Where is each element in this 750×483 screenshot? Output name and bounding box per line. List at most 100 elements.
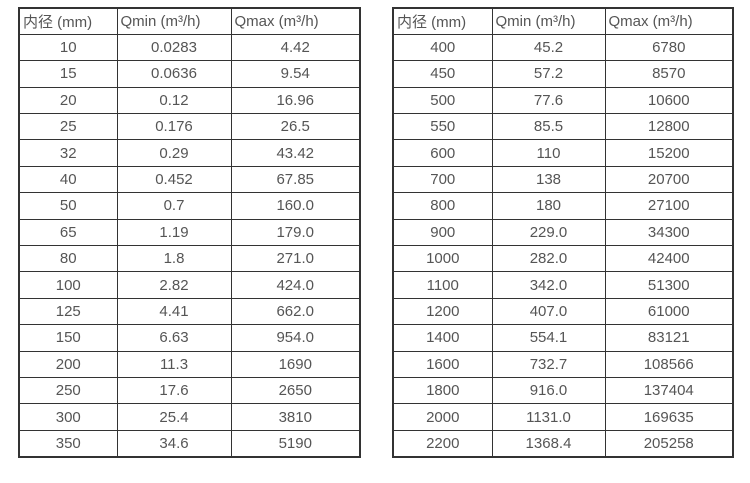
table-row: 15 0.0636 9.54 — [18, 60, 361, 88]
column-header-qmin: Qmin (m³/h) — [116, 7, 232, 35]
table-cell: 4.41 — [116, 297, 232, 326]
table-header-row: 内径 (mm) Qmin (m³/h) Qmax (m³/h) — [392, 7, 734, 35]
table-cell: 732.7 — [491, 350, 606, 378]
table-row: 1100 342.0 51300 — [392, 271, 734, 299]
table-cell: 6.63 — [116, 324, 232, 352]
table-cell: 27100 — [604, 192, 734, 220]
table-cell: 110 — [491, 139, 606, 167]
table-cell: 12800 — [604, 113, 734, 141]
table-cell: 6780 — [604, 33, 734, 62]
table-row: 50 0.7 160.0 — [18, 192, 361, 220]
table-row: 2000 1131.0 169635 — [392, 403, 734, 431]
table-cell: 2.82 — [116, 271, 232, 299]
table-cell: 1368.4 — [491, 429, 606, 458]
table-row: 250 17.6 2650 — [18, 376, 361, 405]
table-cell: 662.0 — [230, 297, 361, 326]
table-cell: 67.85 — [230, 165, 361, 194]
table-row: 20 0.12 16.96 — [18, 86, 361, 115]
table-cell: 179.0 — [230, 218, 361, 247]
table-cell: 125 — [18, 297, 118, 326]
table-row: 450 57.2 8570 — [392, 60, 734, 88]
table-cell: 83121 — [604, 324, 734, 352]
table-cell: 2000 — [392, 403, 493, 431]
table-cell: 1400 — [392, 324, 493, 352]
table-cell: 2200 — [392, 429, 493, 458]
table-cell: 50 — [18, 192, 118, 220]
table-cell: 9.54 — [230, 60, 361, 88]
table-cell: 2650 — [230, 376, 361, 405]
table-cell: 40 — [18, 165, 118, 194]
table-cell: 1.8 — [116, 245, 232, 273]
table-cell: 500 — [392, 86, 493, 115]
table-cell: 0.0283 — [116, 33, 232, 62]
table-cell: 250 — [18, 376, 118, 405]
table-cell: 0.176 — [116, 113, 232, 141]
table-header-row: 内径 (mm) Qmin (m³/h) Qmax (m³/h) — [18, 7, 361, 35]
table-row: 400 45.2 6780 — [392, 33, 734, 62]
table-cell: 1100 — [392, 271, 493, 299]
table-cell: 229.0 — [491, 218, 606, 247]
table-row: 550 85.5 12800 — [392, 113, 734, 141]
column-header-diameter: 内径 (mm) — [18, 7, 118, 35]
table-cell: 15 — [18, 60, 118, 88]
table-cell: 85.5 — [491, 113, 606, 141]
table-cell: 554.1 — [491, 324, 606, 352]
table-cell: 57.2 — [491, 60, 606, 88]
table-cell: 3810 — [230, 403, 361, 431]
table-cell: 61000 — [604, 297, 734, 326]
table-cell: 15200 — [604, 139, 734, 167]
table-row: 100 2.82 424.0 — [18, 271, 361, 299]
table-row: 500 77.6 10600 — [392, 86, 734, 115]
table-cell: 0.29 — [116, 139, 232, 167]
table-cell: 10600 — [604, 86, 734, 115]
table-row: 1400 554.1 83121 — [392, 324, 734, 352]
table-cell: 25.4 — [116, 403, 232, 431]
table-cell: 407.0 — [491, 297, 606, 326]
table-cell: 1.19 — [116, 218, 232, 247]
flow-spec-table-large-diameters: 内径 (mm) Qmin (m³/h) Qmax (m³/h) 400 45.2 6… — [392, 7, 734, 458]
table-row: 65 1.19 179.0 — [18, 218, 361, 247]
table-cell: 600 — [392, 139, 493, 167]
table-cell: 1690 — [230, 350, 361, 378]
table-row: 150 6.63 954.0 — [18, 324, 361, 352]
table-row: 1800 916.0 137404 — [392, 376, 734, 405]
table-cell: 205258 — [604, 429, 734, 458]
table-row: 32 0.29 43.42 — [18, 139, 361, 167]
flow-spec-table-small-diameters: 内径 (mm) Qmin (m³/h) Qmax (m³/h) 10 0.0283… — [18, 7, 361, 458]
table-row: 800 180 27100 — [392, 192, 734, 220]
table-cell: 80 — [18, 245, 118, 273]
table-cell: 150 — [18, 324, 118, 352]
table-cell: 700 — [392, 165, 493, 194]
table-cell: 20 — [18, 86, 118, 115]
table-row: 40 0.452 67.85 — [18, 165, 361, 194]
table-cell: 916.0 — [491, 376, 606, 405]
table-cell: 1200 — [392, 297, 493, 326]
column-header-qmin: Qmin (m³/h) — [491, 7, 606, 35]
table-body: 10 0.0283 4.42 15 0.0636 9.54 20 0.12 16.96 25 0.1… — [18, 33, 361, 458]
table-row: 25 0.176 26.5 — [18, 113, 361, 141]
table-cell: 424.0 — [230, 271, 361, 299]
table-cell: 34300 — [604, 218, 734, 247]
table-cell: 350 — [18, 429, 118, 458]
table-cell: 160.0 — [230, 192, 361, 220]
table-cell: 169635 — [604, 403, 734, 431]
table-cell: 1131.0 — [491, 403, 606, 431]
table-cell: 100 — [18, 271, 118, 299]
table-cell: 25 — [18, 113, 118, 141]
table-cell: 180 — [491, 192, 606, 220]
table-row: 200 11.3 1690 — [18, 350, 361, 378]
table-cell: 282.0 — [491, 245, 606, 273]
table-cell: 1000 — [392, 245, 493, 273]
table-row: 350 34.6 5190 — [18, 429, 361, 458]
table-cell: 342.0 — [491, 271, 606, 299]
table-cell: 800 — [392, 192, 493, 220]
table-row: 1000 282.0 42400 — [392, 245, 734, 273]
table-cell: 11.3 — [116, 350, 232, 378]
table-row: 700 138 20700 — [392, 165, 734, 194]
table-cell: 0.12 — [116, 86, 232, 115]
table-cell: 34.6 — [116, 429, 232, 458]
table-cell: 200 — [18, 350, 118, 378]
table-cell: 5190 — [230, 429, 361, 458]
table-cell: 51300 — [604, 271, 734, 299]
